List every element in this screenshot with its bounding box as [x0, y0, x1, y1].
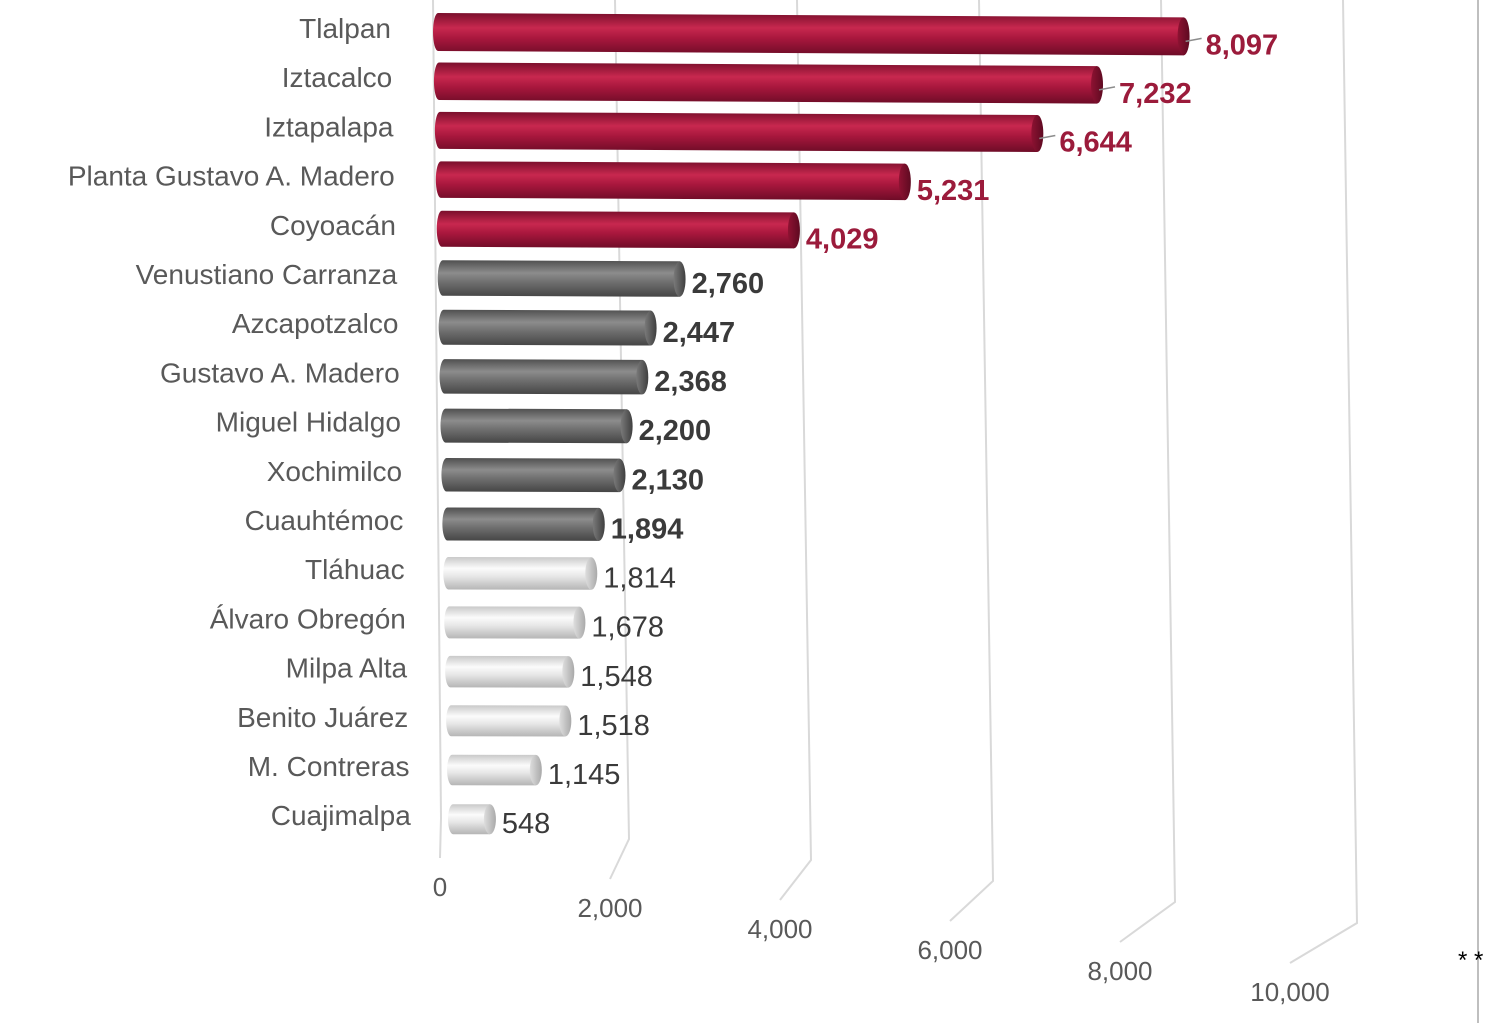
category-label: Tláhuac [305, 554, 405, 585]
bar-tlalpan [433, 13, 1184, 56]
data-label: 8,097 [1206, 29, 1279, 61]
category-label: Iztacalco [282, 62, 393, 93]
data-label: 6,644 [1059, 127, 1132, 159]
data-label: 7,232 [1119, 78, 1192, 110]
bar-end-cap [898, 163, 911, 201]
bar-m-contreras [447, 754, 536, 786]
category-label: Milpa Alta [286, 653, 408, 684]
data-label: 2,130 [631, 464, 704, 496]
bar-end-cap [1091, 66, 1104, 104]
bars [433, 13, 1190, 835]
data-label: 2,368 [654, 366, 727, 398]
x-tick-label: 10,000 [1250, 977, 1330, 1007]
data-label: 2,200 [639, 415, 712, 447]
x-tick-label: 6,000 [917, 935, 982, 965]
bar-end-cap [787, 212, 800, 249]
gridline [949, 0, 995, 922]
x-tick-label: 2,000 [577, 893, 642, 923]
gridline [779, 0, 813, 901]
data-label: 1,548 [580, 661, 653, 693]
bar-benito-ju-rez [446, 705, 566, 737]
bar-end-cap [1031, 115, 1044, 153]
category-label: Iztapalapa [264, 111, 394, 142]
x-tick-label: 4,000 [747, 914, 812, 944]
bar-gustavo-a-madero [439, 359, 643, 395]
leader-line [1098, 86, 1116, 91]
bar-planta-gustavo-a-madero [435, 161, 905, 201]
bar-end-cap [483, 804, 496, 835]
bar-end-cap [529, 754, 542, 786]
bar-azcapotzalco [438, 309, 651, 346]
bar-coyoac-n [436, 210, 794, 249]
bar-end-cap [1177, 17, 1190, 56]
x-tick-label: 8,000 [1087, 956, 1152, 986]
data-label: 1,518 [577, 710, 650, 742]
bar-end-cap [613, 458, 626, 493]
bar-end-cap [636, 359, 649, 395]
data-label: 1,678 [591, 612, 664, 644]
category-label: Miguel Hidalgo [216, 407, 401, 438]
bar-end-cap [559, 705, 572, 737]
bar-xochimilco [441, 458, 620, 493]
category-label: Planta Gustavo A. Madero [68, 161, 395, 192]
data-label: 548 [502, 808, 550, 840]
category-label: Cuauhtémoc [245, 505, 404, 536]
data-label: 1,894 [611, 513, 684, 545]
data-label: 1,814 [603, 563, 676, 595]
category-label: Cuajimalpa [271, 800, 411, 831]
bar-cuajimalpa [448, 804, 490, 835]
gridline [1289, 0, 1359, 964]
bar-miguel-hidalgo [440, 408, 627, 444]
gridline [1119, 0, 1177, 943]
data-label: 4,029 [806, 223, 879, 255]
category-label: Coyoacán [270, 210, 396, 241]
category-label: Gustavo A. Madero [160, 357, 400, 388]
bar-iztapalapa [434, 111, 1038, 153]
bar-end-cap [673, 261, 686, 297]
bar-tl-huac [443, 556, 592, 590]
x-tick-label: 0 [433, 872, 447, 902]
bar--lvaro-obreg-n [444, 606, 580, 639]
bar-venustiano-carranza [437, 260, 680, 297]
bar-iztacalco [433, 62, 1098, 104]
gridline [432, 0, 443, 859]
bar-end-cap [562, 656, 575, 688]
data-label: 2,447 [663, 317, 736, 349]
bar-end-cap [644, 310, 657, 346]
footnote: * * [1458, 947, 1483, 974]
category-label: Álvaro Obregón [210, 603, 406, 634]
data-label: 2,760 [692, 268, 765, 300]
category-label: Azcapotzalco [232, 308, 399, 339]
bar-end-cap [585, 557, 598, 590]
category-label: Xochimilco [267, 456, 402, 487]
data-label: 1,145 [548, 759, 621, 791]
bar-end-cap [620, 409, 633, 444]
category-label: Tlalpan [299, 13, 391, 44]
leader-line [1185, 37, 1202, 43]
category-label: Venustiano Carranza [136, 259, 398, 290]
labels: 0 2,000 4,000 6,000 8,000 10,000 Tlalpan 8,097 I… [68, 13, 1330, 1007]
bar-end-cap [573, 606, 586, 639]
bar-cuauht-moc [442, 507, 599, 541]
category-label: Benito Juárez [237, 702, 408, 733]
bar-end-cap [592, 507, 605, 541]
data-label: 5,231 [917, 175, 990, 207]
leader-line [1039, 134, 1056, 140]
bar-milpa-alta [445, 655, 569, 688]
category-label: M. Contreras [248, 751, 410, 782]
